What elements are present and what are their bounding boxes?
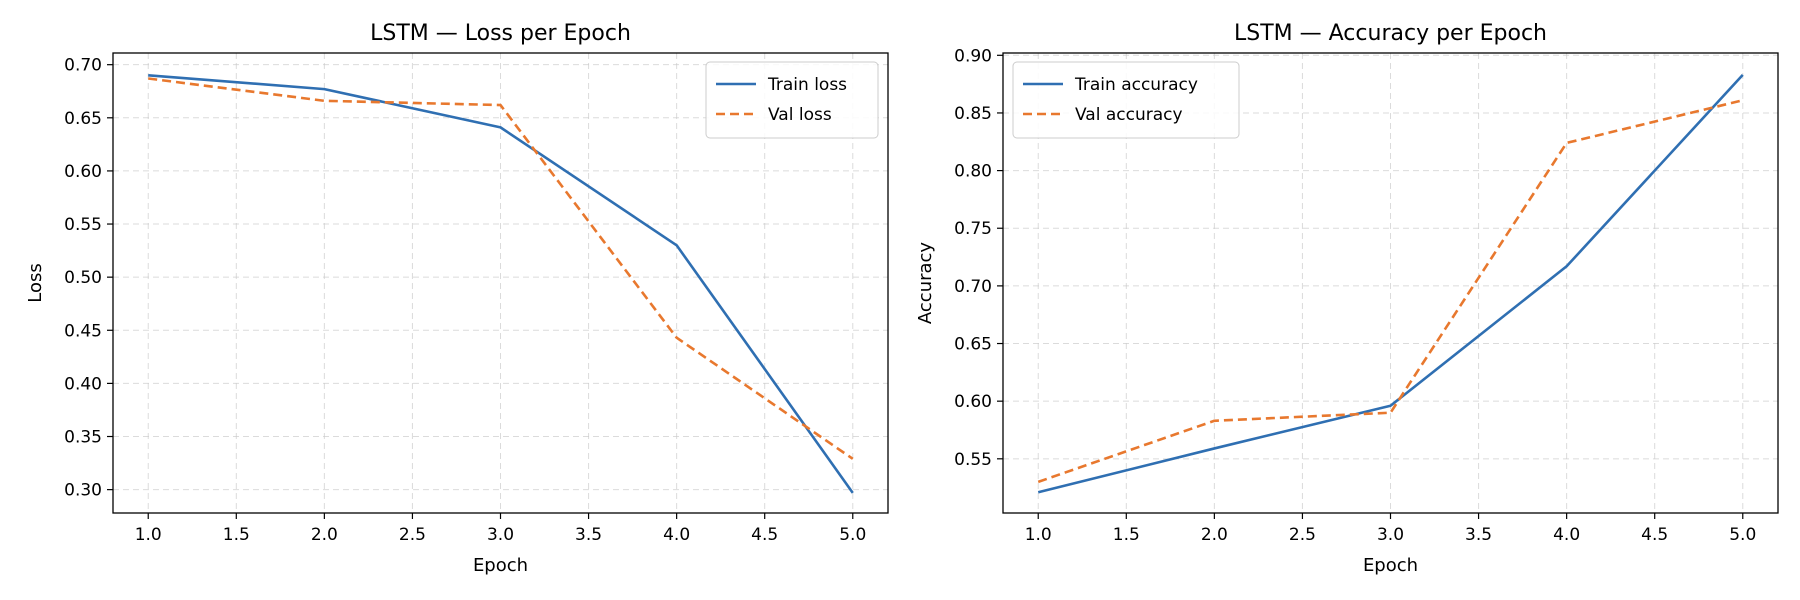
chart-0-y-tick-label: 0.40 [64,374,102,394]
chart-1-x-tick-label: 4.5 [1641,525,1668,545]
chart-0-x-tick-label: 3.0 [487,525,514,545]
chart-1-y-tick-label: 0.80 [954,162,992,182]
chart-0-y-tick-label: 0.60 [64,162,102,182]
chart-0-y-tick-label: 0.55 [64,215,102,235]
chart-1-y-tick-label: 0.90 [954,46,992,66]
chart-0-series-line-1 [148,77,854,460]
chart-1-x-tick-label: 2.5 [1289,525,1316,545]
chart-0-x-tick-label: 4.0 [663,525,690,545]
chart-0-y-tick-label: 0.45 [64,321,102,341]
chart-1-y-tick-label: 0.70 [954,277,992,297]
chart-1-x-axis-label: Epoch [1363,555,1418,576]
chart-1-x-tick-label: 2.0 [1201,525,1228,545]
chart-1-x-tick-label: 3.0 [1377,525,1404,545]
chart-0-x-tick-label: 2.5 [399,525,426,545]
chart-0-legend-label-1: Val loss [768,105,832,125]
chart-0-x-tick-label: 3.5 [575,525,602,545]
accuracy-chart-panel: 1.0 1.5 2.0 2.5 3.0 3.5 4.0 4.5 5.0 0.55 0.60 0.65 0… [915,21,1779,576]
chart-0-title: LSTM — Loss per Epoch [370,21,631,46]
chart-0-x-tick-label: 2.0 [311,525,338,545]
chart-1-x-tick-label: 5.0 [1729,525,1756,545]
chart-0-x-axis-label: Epoch [473,555,528,576]
chart-1-y-tick-label: 0.85 [954,104,992,124]
chart-0-y-tick-label: 0.50 [64,268,102,288]
chart-1-legend-label-0: Train accuracy [1074,75,1198,95]
chart-0-series-line-0 [148,74,854,494]
chart-1-y-tick-label: 0.60 [954,392,992,412]
loss-chart-panel: 1.0 1.5 2.0 2.5 3.0 3.5 4.0 4.5 5.0 0.30 0.35 0.40 0… [25,21,889,576]
chart-0-y-tick-label: 0.30 [64,481,102,501]
chart-1-series-line-0 [1037,74,1744,494]
chart-1-legend-box [1012,61,1240,139]
chart-0-x-tick-label: 1.0 [135,525,162,545]
chart-0-legend: Train loss Val loss [705,61,879,139]
chart-1-title: LSTM — Accuracy per Epoch [1234,21,1547,46]
chart-0-legend-box [705,61,879,139]
chart-0-y-tick-label: 0.65 [64,109,102,129]
chart-0-x-tick-label: 1.5 [223,525,250,545]
chart-1-x-tick-label: 3.5 [1465,525,1492,545]
chart-1-legend-label-1: Val accuracy [1075,105,1183,125]
chart-1-y-tick-label: 0.55 [954,450,992,470]
chart-0-y-axis-label: Loss [25,263,46,302]
chart-0-legend-label-0: Train loss [767,75,847,95]
chart-1-legend: Train accuracy Val accuracy [1012,61,1240,139]
chart-1-y-tick-label: 0.75 [954,219,992,239]
chart-1-x-tick-label: 4.0 [1553,525,1580,545]
chart-1-y-axis-label: Accuracy [915,242,936,325]
chart-1-x-tick-label: 1.0 [1025,525,1052,545]
chart-1-x-tick-label: 1.5 [1113,525,1140,545]
chart-1-y-tick-label: 0.65 [954,335,992,355]
chart-1-series-line-1 [1037,99,1744,484]
chart-0-y-tick-label: 0.70 [64,56,102,76]
chart-0-x-tick-label: 5.0 [839,525,866,545]
chart-0-x-tick-label: 4.5 [751,525,778,545]
chart-0-y-tick-label: 0.35 [64,428,102,448]
